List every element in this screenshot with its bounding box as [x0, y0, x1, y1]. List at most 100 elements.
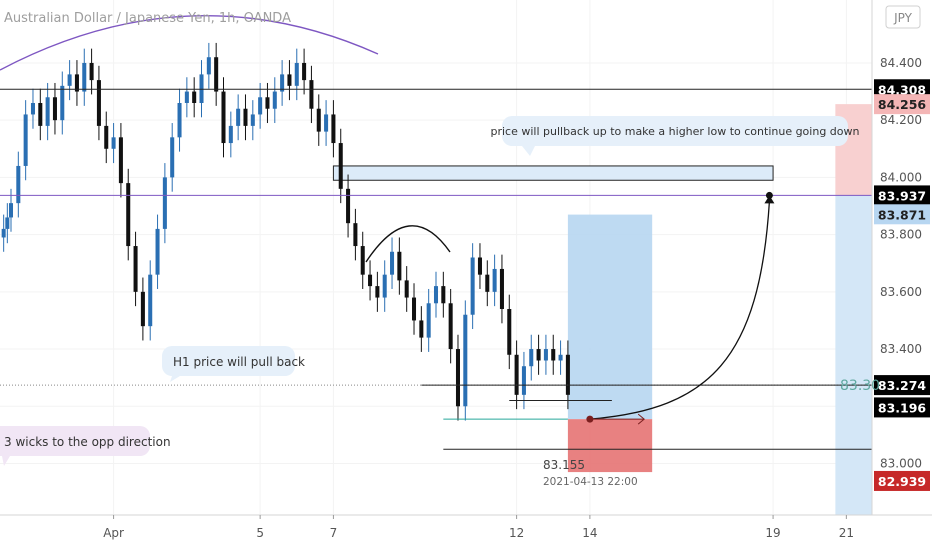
candle-body [375, 286, 380, 298]
price-label-box [874, 397, 930, 418]
candle-body [45, 97, 50, 126]
price-label-box [874, 375, 930, 396]
candle-body [192, 91, 197, 103]
candle-body [52, 97, 57, 121]
candle-body [272, 91, 277, 109]
candle-body [23, 114, 28, 166]
y-tick-label: 84.400 [880, 56, 922, 70]
line-layer [0, 88, 872, 450]
callout-h1[interactable]: H1 price will pull back [162, 346, 305, 382]
candle-body [338, 143, 343, 189]
candle-body [397, 251, 402, 281]
candle-body [206, 57, 211, 75]
candle-body [507, 309, 512, 355]
candle-body [60, 85, 65, 121]
position-arrow-head [637, 413, 645, 425]
candle-body [419, 320, 424, 338]
price-label-text: 83.871 [878, 207, 926, 222]
price-label-box [874, 204, 930, 225]
y-tick-label: 84.200 [880, 113, 922, 127]
chart-title: Australian Dollar / Japanese Yen, 1h, OA… [4, 11, 291, 26]
candle-body [74, 74, 79, 92]
candle-body [177, 103, 182, 138]
pullback-zone-rect [332, 165, 774, 181]
entry-price-label: 83.155 [543, 458, 585, 472]
price-label-text: 83.274 [878, 378, 927, 393]
candle-body [280, 74, 285, 92]
candle-layer [1, 42, 570, 421]
candle-body [558, 354, 563, 361]
candle-body [499, 268, 504, 309]
x-tick-label: 5 [256, 526, 264, 540]
callout-wicks-text: 3 wicks to the opp direction [4, 435, 171, 449]
x-tick-label: 19 [765, 526, 780, 540]
candle-body [89, 62, 94, 81]
currency-badge[interactable] [885, 5, 921, 29]
price-axis-background [872, 0, 932, 515]
candle-body [368, 274, 373, 287]
currency-badge-label: JPY [893, 11, 913, 25]
candle-body [243, 108, 248, 126]
entry-time-label: 2021-04-13 22:00 [543, 476, 638, 488]
drawing-layer [0, 15, 775, 425]
candle-body [404, 280, 409, 298]
candle-body [67, 74, 72, 86]
purple-arc [0, 15, 379, 71]
x-tick-label: 14 [582, 526, 597, 540]
candle-body [1, 228, 6, 238]
position-loss-zone [567, 419, 653, 473]
price-label-box [874, 94, 930, 115]
callout-wicks[interactable]: 3 wicks to the opp direction [0, 426, 171, 466]
y-tick-label: 83.600 [880, 285, 922, 299]
candle-body [390, 251, 395, 275]
candle-body [470, 257, 475, 315]
candle-body [529, 349, 534, 367]
x-tick-label: 7 [330, 526, 338, 540]
callout-pullback-text: price will pullback up to make a higher … [491, 125, 860, 138]
candle-body [316, 108, 321, 132]
candle-body [565, 354, 570, 395]
candle-body [477, 257, 482, 275]
candle-body [170, 137, 175, 178]
candle-body [133, 246, 138, 292]
callout-pullback[interactable]: price will pullback up to make a higher … [491, 116, 860, 156]
candle-body [543, 349, 548, 361]
y-tick-label: 83.400 [880, 342, 922, 356]
candle-body [228, 125, 233, 144]
candle-body [294, 62, 299, 86]
candle-body [184, 91, 189, 103]
price-label-text: 82.939 [878, 474, 926, 489]
candle-body [258, 97, 263, 115]
candle-body [250, 114, 255, 126]
y-tick-label: 84.000 [880, 170, 922, 184]
price-label-box [874, 470, 930, 491]
price-label-box [874, 185, 930, 206]
time-axis-ticks: Apr 5 7 12 14 19 21 [103, 515, 854, 540]
candle-body [302, 62, 307, 81]
candle-body [5, 217, 10, 229]
candle-body [514, 354, 519, 395]
candle-body [104, 125, 109, 149]
candle-body [265, 97, 270, 109]
x-tick-label: 21 [839, 526, 854, 540]
candle-body [353, 223, 358, 247]
candle-body [441, 286, 446, 304]
candle-body [521, 366, 526, 395]
time-axis-background [0, 515, 932, 550]
candle-body [82, 62, 87, 92]
candle-body [455, 349, 460, 407]
projection-curve [589, 201, 771, 420]
candle-body [346, 188, 351, 224]
candle-body [360, 246, 365, 275]
candle-body [448, 303, 453, 350]
candle-body [287, 74, 292, 86]
candle-body [16, 165, 21, 204]
candle-body [382, 274, 387, 298]
candle-body [118, 137, 123, 184]
position-profit-zone [567, 214, 653, 420]
y-tick-label: 83.000 [880, 457, 922, 471]
candle-body [485, 274, 490, 292]
price-label-text: 84.256 [878, 97, 927, 112]
